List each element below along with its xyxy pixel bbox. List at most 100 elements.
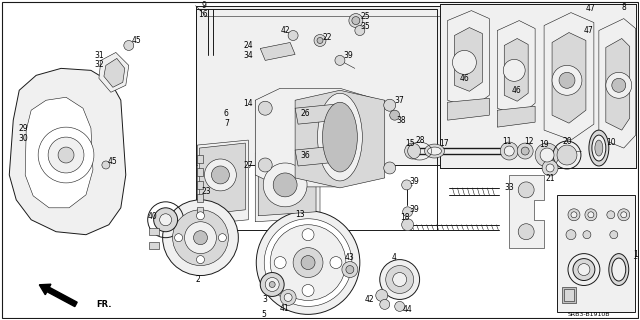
Circle shape [585,209,597,221]
Polygon shape [25,97,93,208]
Circle shape [349,13,363,28]
Circle shape [386,266,413,293]
Polygon shape [440,4,636,168]
Circle shape [288,30,298,41]
Polygon shape [260,43,295,60]
Circle shape [58,147,74,163]
Text: 45: 45 [108,157,118,166]
Text: 41: 41 [279,304,289,313]
Text: 36: 36 [300,150,310,160]
Circle shape [265,277,279,292]
Circle shape [535,143,559,167]
Circle shape [393,273,406,286]
Polygon shape [447,98,490,120]
Text: 30: 30 [19,133,28,143]
Text: 47: 47 [586,4,596,13]
Circle shape [384,162,396,174]
Text: 26: 26 [300,109,310,118]
Circle shape [404,143,420,159]
Text: 22: 22 [322,33,332,42]
Bar [562,287,576,303]
Text: FR.: FR. [96,300,111,309]
Circle shape [402,180,412,190]
Circle shape [193,231,207,245]
Circle shape [390,110,399,120]
Polygon shape [295,104,338,124]
Circle shape [301,256,315,269]
Circle shape [264,219,352,307]
Text: ─: ─ [633,257,636,262]
Circle shape [518,182,534,198]
Circle shape [259,158,272,172]
Circle shape [159,214,172,226]
Ellipse shape [595,140,603,156]
Circle shape [335,55,345,65]
Polygon shape [104,59,125,87]
Circle shape [256,211,360,314]
Polygon shape [504,38,528,101]
Circle shape [346,266,354,274]
Circle shape [452,51,476,74]
Circle shape [263,163,307,207]
Circle shape [184,222,216,254]
Ellipse shape [612,258,626,281]
Polygon shape [148,242,159,249]
Circle shape [342,261,358,277]
Ellipse shape [609,254,628,285]
Text: 16: 16 [198,10,208,19]
Polygon shape [198,140,248,225]
Polygon shape [99,52,129,92]
Text: 19: 19 [540,140,549,148]
Text: 34: 34 [243,51,253,60]
Circle shape [204,159,236,191]
Text: 37: 37 [395,96,404,105]
Text: 42: 42 [280,26,290,35]
Circle shape [274,257,286,268]
Circle shape [269,282,275,287]
Polygon shape [544,12,594,140]
Circle shape [302,229,314,241]
Circle shape [606,72,632,98]
Polygon shape [497,20,535,116]
Text: 27: 27 [243,162,253,171]
Circle shape [518,224,534,240]
Circle shape [612,78,626,92]
Circle shape [503,60,525,81]
Ellipse shape [592,135,606,161]
Polygon shape [599,19,636,148]
Circle shape [280,290,296,305]
Text: 20: 20 [562,137,572,146]
Circle shape [588,212,594,218]
Circle shape [352,17,360,25]
Bar [198,194,204,202]
Text: 31: 31 [94,51,104,60]
Text: 3: 3 [263,295,268,304]
Circle shape [196,256,204,264]
Circle shape [504,146,514,156]
Circle shape [618,209,630,221]
Text: 8: 8 [621,3,626,12]
Circle shape [173,210,228,266]
Circle shape [154,208,177,232]
Ellipse shape [323,102,357,172]
Text: 23: 23 [202,188,211,196]
Text: 1: 1 [633,250,637,259]
Text: 15: 15 [405,139,415,148]
Circle shape [557,145,577,165]
Text: 42: 42 [365,295,374,304]
Circle shape [211,166,229,184]
Circle shape [583,231,591,239]
Circle shape [302,284,314,296]
Circle shape [500,142,518,160]
Text: 4: 4 [391,253,396,262]
Text: 11: 11 [502,137,512,146]
Text: 5: 5 [262,310,267,319]
Circle shape [314,35,326,46]
Polygon shape [606,38,630,130]
Circle shape [621,212,627,218]
Text: 33: 33 [504,183,514,192]
Circle shape [124,41,134,51]
Bar [198,207,204,215]
Circle shape [260,273,284,296]
Text: 43: 43 [345,253,355,262]
